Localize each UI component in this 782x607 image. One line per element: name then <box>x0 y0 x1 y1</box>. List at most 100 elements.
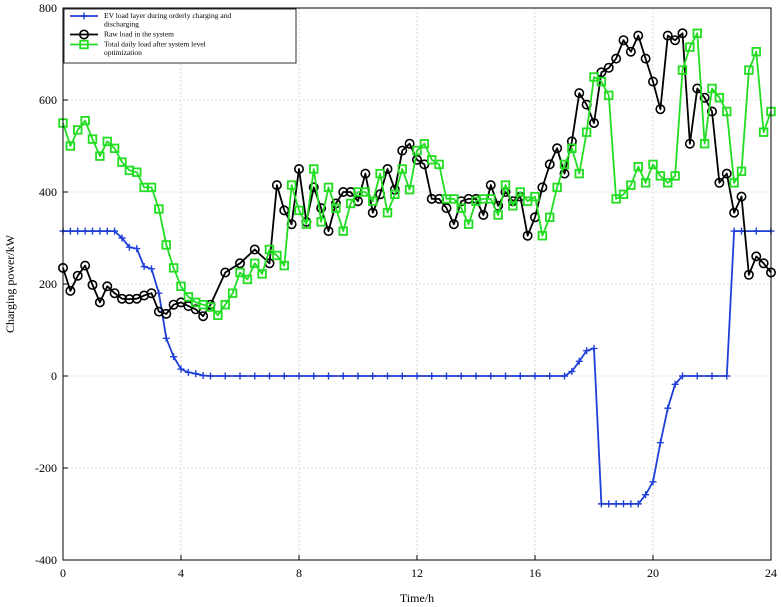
series-1-point <box>708 372 716 380</box>
series-1-point <box>295 372 303 380</box>
series-3-point <box>633 161 643 172</box>
series-2-point <box>448 219 459 230</box>
series-2-point <box>574 88 585 99</box>
series-2-point <box>743 269 754 280</box>
series-1-point <box>575 357 583 365</box>
series-3-point <box>87 134 98 144</box>
legend-marker-2 <box>79 29 90 40</box>
series-2-point <box>293 164 304 175</box>
series-1-point <box>590 344 598 352</box>
series-3-point <box>250 258 260 268</box>
x-tick-label: 20 <box>647 566 659 580</box>
series-2-point <box>80 260 91 271</box>
series-1-point <box>664 404 672 412</box>
series-2-point <box>411 154 422 165</box>
series-3-point <box>257 269 267 279</box>
series-2-point <box>338 187 349 198</box>
series-3-point <box>545 212 555 222</box>
series-2-point <box>706 106 717 117</box>
series-3-point <box>404 184 415 195</box>
series-1-point <box>177 365 185 373</box>
series-3-point <box>618 189 629 199</box>
series-1-point <box>671 380 679 388</box>
series-1-point <box>118 234 126 242</box>
series-1-point <box>620 500 627 508</box>
series-1-point <box>413 372 421 380</box>
series-3-point <box>655 171 666 181</box>
series-3-point <box>331 203 341 213</box>
series-1-point <box>207 372 214 380</box>
series-2-point <box>485 180 496 191</box>
series-3-point <box>176 281 186 291</box>
series-1-point <box>310 372 318 380</box>
series-3-point <box>154 204 164 214</box>
series-1-point <box>89 227 96 235</box>
series-1-point <box>354 372 362 380</box>
series-3-point <box>235 267 245 278</box>
series-2-point <box>87 279 98 290</box>
series-3-point <box>486 194 496 204</box>
series-3-point <box>670 171 680 181</box>
series-1-point <box>627 500 635 508</box>
series-2-point <box>316 203 327 214</box>
series-3-point <box>412 145 422 156</box>
series-1-point <box>583 347 591 355</box>
series-3-point <box>463 219 474 229</box>
series-3-point <box>65 141 76 151</box>
y-axis-label: Charging power/kW <box>3 234 17 333</box>
series-1-point <box>487 372 495 380</box>
series-3-point <box>530 191 540 202</box>
series-3-point <box>500 180 511 190</box>
series-1-point <box>236 372 244 380</box>
series-2-point <box>729 207 740 218</box>
series-3 <box>58 28 776 320</box>
series-2-point <box>721 168 732 179</box>
series-2-point <box>758 258 769 269</box>
series-1-point <box>96 227 104 235</box>
series-1-point <box>384 372 391 380</box>
series-1-point <box>428 372 436 380</box>
series-1-point <box>221 372 229 380</box>
legend-marker-1 <box>80 12 88 20</box>
series-1-point <box>162 334 170 342</box>
series-3-point <box>604 90 614 101</box>
series-3-point <box>677 65 688 75</box>
series-1-point <box>339 372 347 380</box>
series-2-point <box>404 138 415 149</box>
series-2-point <box>271 180 282 191</box>
series-2-point <box>699 92 710 103</box>
series-3-point <box>360 187 371 197</box>
series-3-point <box>736 166 747 176</box>
series-3-point <box>375 168 385 179</box>
series-3-point <box>714 93 725 103</box>
y-tick-label: 600 <box>39 93 57 107</box>
legend-entry-2: Raw load in the system <box>104 30 174 39</box>
x-tick-label: 12 <box>411 566 423 580</box>
series-2-point <box>146 288 157 299</box>
series-1-point <box>612 500 620 508</box>
series-1-point <box>679 372 686 380</box>
series-1-point <box>398 372 406 380</box>
series-3-point <box>146 182 157 193</box>
legend: EV load layer during orderly charging an… <box>63 8 297 64</box>
series-2-point <box>611 53 622 64</box>
series-3-point <box>95 151 105 161</box>
series-1-point <box>634 500 642 508</box>
legend-entry-1: EV load layer during orderly charging an… <box>104 11 231 29</box>
series-1-point <box>140 263 148 271</box>
series-2-point <box>478 210 489 221</box>
series-1-point <box>133 245 141 253</box>
series-1-point <box>561 372 568 380</box>
series-3-point <box>685 42 695 52</box>
series-2-point <box>552 143 563 154</box>
series-3-point <box>294 205 304 216</box>
series-2-point <box>124 294 135 305</box>
series-1-point <box>642 491 650 499</box>
series-1-point <box>457 372 465 380</box>
series-2-point <box>647 76 658 87</box>
series-2-point <box>65 285 76 296</box>
series-3-point <box>729 178 739 188</box>
x-tick-label: 0 <box>60 566 66 580</box>
series-1-point <box>502 372 509 380</box>
